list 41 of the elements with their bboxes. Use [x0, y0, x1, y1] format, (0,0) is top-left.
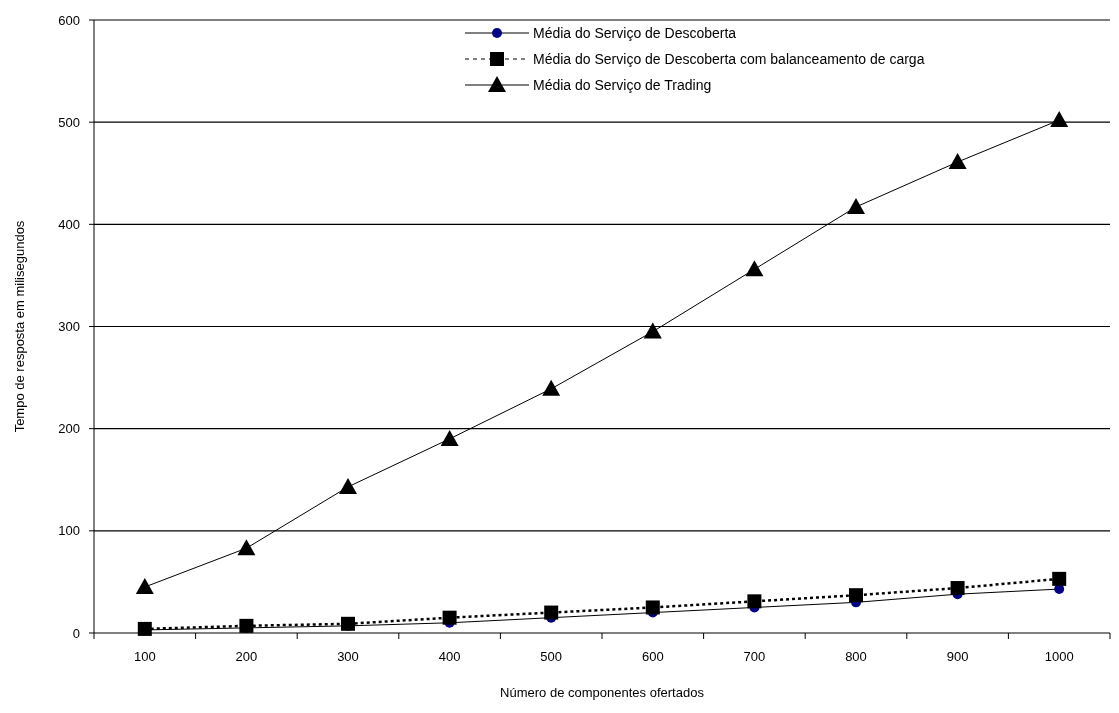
x-tick-label: 200	[235, 649, 258, 664]
x-tick-label: 900	[946, 649, 969, 664]
point	[339, 477, 357, 494]
x-tick-label: 100	[133, 649, 156, 664]
y-tick-label: 200	[58, 421, 80, 437]
point	[1052, 571, 1067, 586]
point	[645, 600, 660, 615]
point	[745, 260, 764, 277]
point	[1050, 111, 1069, 128]
x-tick-label: 700	[743, 649, 766, 664]
point	[341, 616, 355, 631]
x-tick-label: 400	[438, 649, 461, 664]
point	[544, 605, 559, 620]
y-tick-label: 300	[58, 319, 80, 335]
legend-label: Média do Serviço de Descoberta com balanceamento de carga	[533, 50, 925, 67]
x-tick-label: 800	[845, 649, 867, 664]
x-axis-title: Número de componentes ofertados	[500, 685, 705, 700]
point	[237, 539, 256, 556]
point	[542, 379, 561, 396]
point	[849, 588, 863, 603]
point	[440, 429, 459, 446]
point	[135, 578, 154, 595]
y-axis-title: Tempo de resposta em milisegundos	[12, 220, 27, 433]
point	[442, 610, 457, 625]
point	[239, 618, 254, 633]
y-tick-label: 400	[58, 216, 80, 232]
legend-label: Média do Serviço de Trading	[533, 76, 712, 93]
y-tick-label: 600	[58, 12, 80, 28]
x-tick-label: 600	[641, 649, 664, 664]
y-tick-label: 100	[58, 523, 80, 539]
point	[847, 197, 865, 214]
point	[950, 581, 965, 596]
x-tick-label: 300	[337, 649, 359, 664]
x-tick-label: 1000	[1044, 649, 1074, 664]
y-tick-label: 500	[58, 114, 80, 130]
x-tick-label: 500	[540, 649, 563, 664]
point	[747, 594, 762, 609]
y-tick-label: 0	[72, 625, 80, 641]
point	[948, 153, 967, 170]
point	[643, 322, 662, 339]
legend-label: Média do Serviço de Descoberta	[533, 24, 737, 41]
